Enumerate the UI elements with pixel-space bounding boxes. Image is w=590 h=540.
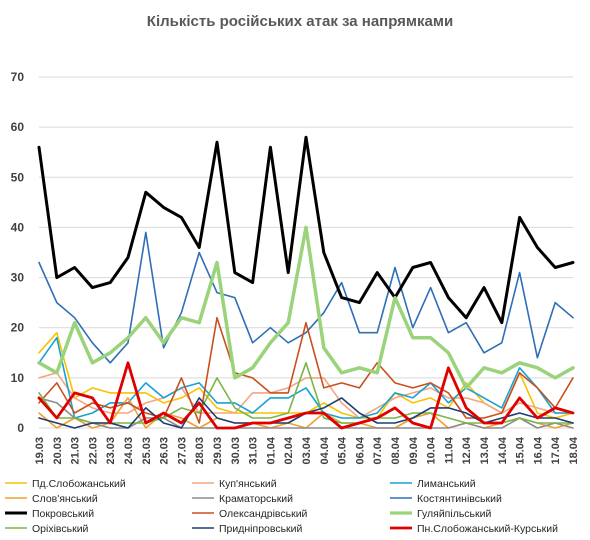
x-tick-label: 01.04 [265, 436, 277, 464]
series-line-2 [38, 371, 574, 419]
x-tick-label: 16.04 [532, 436, 544, 464]
legend-label: Оріхівський [32, 523, 89, 535]
legend-item: Слов'янський [5, 493, 98, 505]
legend-item: Придніпровський [192, 523, 303, 535]
x-tick-label: 11.04 [443, 436, 455, 464]
legend-label: Краматорський [219, 493, 293, 505]
x-tick-label: 03.04 [301, 436, 313, 464]
series-line-8 [38, 316, 574, 424]
y-tick-label: 10 [11, 371, 25, 385]
legend-label: Покровський [32, 508, 94, 520]
y-tick-label: 20 [11, 321, 25, 335]
x-tick-label: 26.03 [159, 437, 171, 465]
y-tick-label: 0 [17, 421, 24, 435]
gridlines [39, 76, 573, 429]
legend-label: Лиманський [417, 478, 476, 490]
legend-label: Слов'янський [32, 493, 98, 505]
legend-item: Лиманський [390, 478, 476, 490]
x-tick-label: 09.04 [408, 436, 420, 464]
series-line-6 [38, 231, 574, 364]
x-tick-label: 27.03 [176, 437, 188, 465]
y-tick-label: 40 [11, 220, 25, 234]
legend-label: Пн.Слобожанський-Курський [417, 523, 558, 535]
y-tick-label: 50 [11, 170, 25, 184]
series-line-12 [37, 361, 575, 430]
x-tick-label: 20.03 [52, 437, 64, 465]
legend-label: Олександрівський [219, 508, 308, 520]
x-tick-label: 25.03 [141, 437, 153, 465]
x-tick-label: 06.04 [354, 436, 366, 464]
legend-label: Пд.Слобожанський [32, 478, 126, 490]
x-tick-label: 10.04 [426, 436, 438, 464]
x-tick-label: 07.04 [372, 436, 384, 464]
x-tick-label: 23.03 [105, 437, 117, 465]
x-tick-label: 24.03 [123, 437, 135, 465]
legend-item: Оріхівський [5, 523, 89, 535]
legend-label: Придніпровський [219, 523, 303, 535]
x-tick-label: 05.04 [337, 436, 349, 464]
chart-title: Кількість російських атак за напрямками [147, 13, 453, 30]
y-axis-ticks: 0 10 20 30 40 50 60 70 [11, 70, 25, 435]
legend-item: Костянтинівський [390, 493, 502, 505]
x-tick-label: 22.03 [87, 437, 99, 465]
legend-item: Гуляйпільський [390, 508, 491, 520]
series-line-7 [37, 135, 575, 325]
legend-item: Краматорський [192, 493, 293, 505]
x-tick-label: 29.03 [212, 437, 224, 465]
x-axis-ticks: 19.03 20.03 21.03 22.03 23.03 24.03 25.03 26.03… [34, 436, 580, 464]
x-tick-label: 15.04 [515, 436, 527, 464]
x-tick-label: 02.04 [283, 436, 295, 464]
x-tick-label: 13.04 [479, 436, 491, 464]
x-tick-label: 18.04 [568, 436, 580, 464]
x-tick-label: 28.03 [194, 437, 206, 465]
legend-item: Олександрівський [192, 508, 308, 520]
y-tick-label: 30 [11, 271, 25, 285]
y-tick-label: 60 [11, 120, 25, 134]
x-tick-label: 21.03 [70, 437, 82, 465]
series-lines [37, 135, 575, 430]
legend-label: Гуляйпільський [417, 508, 491, 520]
x-tick-label: 17.04 [550, 436, 562, 464]
legend-item: Пн.Слобожанський-Курський [390, 523, 558, 535]
x-tick-label: 30.03 [230, 437, 242, 465]
x-tick-label: 14.04 [497, 436, 509, 464]
legend-label: Куп'янський [219, 478, 277, 490]
x-tick-label: 12.04 [461, 436, 473, 464]
legend-item: Покровський [5, 508, 94, 520]
x-tick-label: 08.04 [390, 436, 402, 464]
x-tick-label: 04.04 [319, 436, 331, 464]
x-tick-label: 19.03 [34, 437, 46, 465]
series-line-9 [37, 225, 575, 390]
legend-item: Куп'янський [192, 478, 277, 490]
legend-label: Костянтинівський [417, 493, 502, 505]
x-tick-label: 31.03 [248, 437, 260, 465]
legend: Пд.Слобожанський Куп'янський Лиманський Сло… [5, 478, 558, 535]
y-tick-label: 70 [11, 70, 25, 84]
legend-item: Пд.Слобожанський [5, 478, 126, 490]
